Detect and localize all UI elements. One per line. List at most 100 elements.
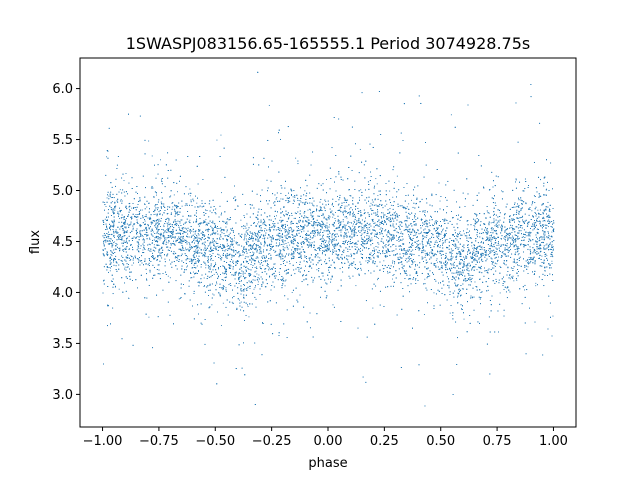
data-point <box>535 285 537 287</box>
data-point <box>455 246 457 248</box>
data-point <box>167 242 169 244</box>
data-point <box>113 231 115 233</box>
data-point <box>279 200 281 202</box>
data-point <box>232 261 233 263</box>
data-point <box>106 156 108 158</box>
data-point <box>544 237 546 239</box>
data-point <box>432 249 433 250</box>
data-point <box>352 225 354 227</box>
data-point <box>142 249 144 251</box>
data-point <box>214 224 216 226</box>
data-point <box>414 261 416 263</box>
data-point <box>171 236 173 238</box>
data-point <box>415 223 417 224</box>
data-point <box>178 298 180 300</box>
data-point <box>523 234 525 236</box>
data-point <box>239 299 240 301</box>
data-point <box>525 235 527 237</box>
data-point <box>344 257 346 259</box>
data-point <box>352 230 354 232</box>
data-point <box>256 273 258 275</box>
data-point <box>113 242 115 244</box>
data-point <box>537 209 539 211</box>
data-point <box>158 236 159 238</box>
data-point <box>205 255 207 257</box>
data-point <box>112 210 114 211</box>
data-point <box>234 237 235 239</box>
data-point <box>516 226 518 228</box>
data-point <box>119 211 121 212</box>
data-point <box>474 229 476 231</box>
data-point <box>331 223 333 225</box>
data-point <box>118 288 120 290</box>
data-point <box>546 255 548 257</box>
data-point <box>272 273 274 275</box>
data-point <box>125 173 127 174</box>
data-point <box>360 189 362 191</box>
data-point <box>271 268 273 270</box>
data-point <box>246 222 248 224</box>
data-point <box>188 221 190 223</box>
data-point <box>450 114 452 116</box>
data-point <box>399 248 400 250</box>
data-point <box>226 231 228 233</box>
data-point <box>144 220 146 222</box>
data-point <box>105 206 107 207</box>
data-point <box>232 246 234 248</box>
data-point <box>304 241 306 243</box>
data-point <box>551 246 553 248</box>
data-point <box>252 267 253 269</box>
data-point <box>335 212 336 213</box>
data-point <box>488 249 489 251</box>
data-point <box>511 227 513 229</box>
data-point <box>304 190 306 192</box>
data-point <box>124 248 126 250</box>
data-point <box>254 267 256 268</box>
data-point <box>205 224 207 226</box>
data-point <box>528 208 530 210</box>
data-point <box>516 272 518 274</box>
data-point <box>222 302 224 304</box>
data-point <box>394 211 396 213</box>
data-point <box>106 219 108 221</box>
data-point <box>220 134 222 136</box>
data-point <box>375 249 377 251</box>
data-point <box>490 235 492 237</box>
data-point <box>337 233 338 235</box>
data-point <box>140 260 142 262</box>
data-point <box>382 268 384 270</box>
data-point <box>541 236 543 238</box>
data-point <box>488 236 490 238</box>
data-point <box>326 222 328 224</box>
data-point <box>254 287 256 289</box>
data-point <box>159 239 161 241</box>
data-point <box>220 255 221 257</box>
data-point <box>399 232 401 234</box>
data-point <box>252 248 254 250</box>
data-point <box>324 259 326 261</box>
data-point <box>515 179 517 181</box>
data-point <box>422 211 424 213</box>
data-point <box>447 261 448 263</box>
data-point <box>378 237 379 239</box>
data-point <box>545 244 547 246</box>
data-point <box>458 247 460 249</box>
data-point <box>141 209 143 211</box>
data-point <box>255 270 257 272</box>
data-point <box>225 255 227 257</box>
data-point <box>309 245 311 246</box>
data-point <box>310 221 312 222</box>
data-point <box>144 234 146 235</box>
data-point <box>131 264 133 266</box>
data-point <box>390 204 392 206</box>
data-point <box>246 240 248 242</box>
data-point <box>402 265 404 267</box>
data-point <box>216 139 218 141</box>
data-point <box>313 227 315 229</box>
data-point <box>416 243 418 245</box>
data-point <box>542 220 544 222</box>
data-point <box>545 208 547 210</box>
data-point <box>386 203 388 205</box>
data-point <box>117 232 119 234</box>
